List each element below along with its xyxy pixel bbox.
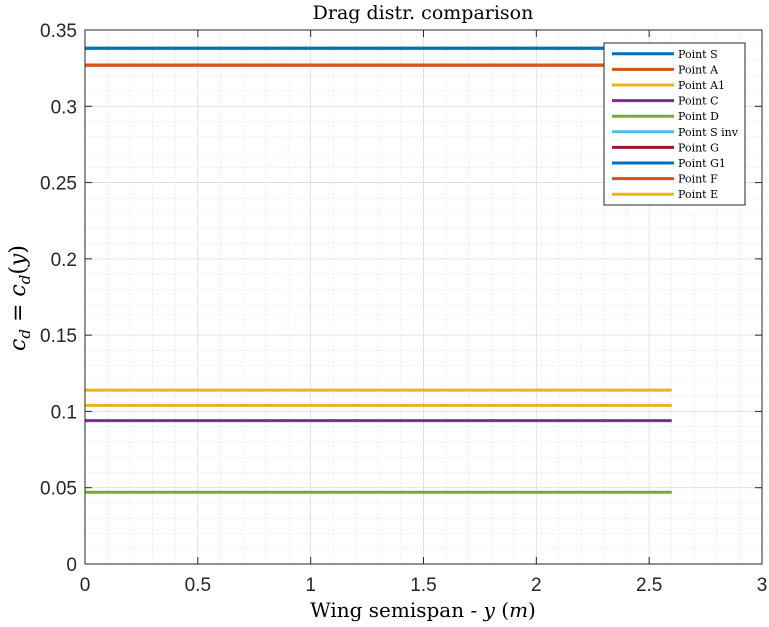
y-label-c2: c bbox=[6, 284, 31, 296]
legend-entry-label: Point F bbox=[678, 173, 718, 186]
y-label-sub1: d bbox=[16, 329, 34, 339]
y-tick-label: 0.25 bbox=[40, 174, 77, 195]
x-axis-label-unit: ( bbox=[495, 598, 509, 622]
chart-title: Drag distr. comparison bbox=[313, 2, 534, 24]
y-tick-label: 0.15 bbox=[40, 326, 77, 347]
x-axis-label-unit-m: m bbox=[509, 598, 528, 622]
legend-box bbox=[603, 42, 746, 206]
y-tick-label: 0 bbox=[66, 555, 77, 576]
x-axis-label-close: ) bbox=[528, 598, 536, 622]
x-tick-label: 0 bbox=[80, 575, 91, 596]
legend-entry-label: Point G bbox=[678, 141, 719, 154]
legend-entry-label: Point E bbox=[678, 188, 718, 201]
x-tick-label: 1 bbox=[305, 575, 316, 596]
y-label-y: y bbox=[6, 253, 31, 267]
x-tick-label: 0.5 bbox=[185, 575, 211, 596]
legend-entry-label: Point C bbox=[678, 95, 719, 108]
x-tick-label: 3 bbox=[757, 575, 768, 596]
x-tick-labels: 0 0.5 1 1.5 2 2.5 3 bbox=[80, 575, 768, 596]
axis-ticks bbox=[84, 29, 763, 565]
legend-entry-label: Point G1 bbox=[678, 157, 726, 170]
y-axis-label: cd = cd(y) bbox=[6, 245, 34, 351]
y-tick-labels: 0 0.05 0.1 0.15 0.2 0.25 0.3 0.35 bbox=[40, 21, 77, 576]
series-lines bbox=[85, 46, 672, 494]
legend-entry-label: Point A1 bbox=[678, 79, 725, 92]
legend: Point S Point A Point A1 Point C Point D Poin… bbox=[603, 42, 746, 206]
y-label-c1: c bbox=[6, 339, 31, 351]
y-label-eq: = bbox=[6, 297, 31, 329]
x-tick-label: 2 bbox=[531, 575, 542, 596]
y-label-paren: ( bbox=[6, 266, 31, 275]
legend-entry-label: Point S inv bbox=[678, 126, 739, 139]
legend-entry-label: Point A bbox=[678, 63, 719, 76]
y-tick-label: 0.35 bbox=[40, 21, 77, 42]
x-axis-label-text: Wing semispan - bbox=[310, 598, 483, 622]
y-label-paren-close: ) bbox=[6, 245, 31, 254]
x-tick-label: 1.5 bbox=[410, 575, 436, 596]
y-tick-label: 0.05 bbox=[40, 479, 77, 500]
y-tick-label: 0.3 bbox=[51, 97, 77, 118]
legend-entry-label: Point S bbox=[678, 48, 718, 61]
x-tick-label: 2.5 bbox=[636, 575, 662, 596]
y-label-sub2: d bbox=[16, 275, 34, 285]
x-axis-label: Wing semispan - y (m) bbox=[310, 598, 536, 622]
y-tick-label: 0.2 bbox=[51, 250, 77, 271]
x-axis-label-var: y bbox=[483, 598, 496, 622]
legend-entry-label: Point D bbox=[678, 110, 719, 123]
y-tick-label: 0.1 bbox=[51, 402, 77, 423]
